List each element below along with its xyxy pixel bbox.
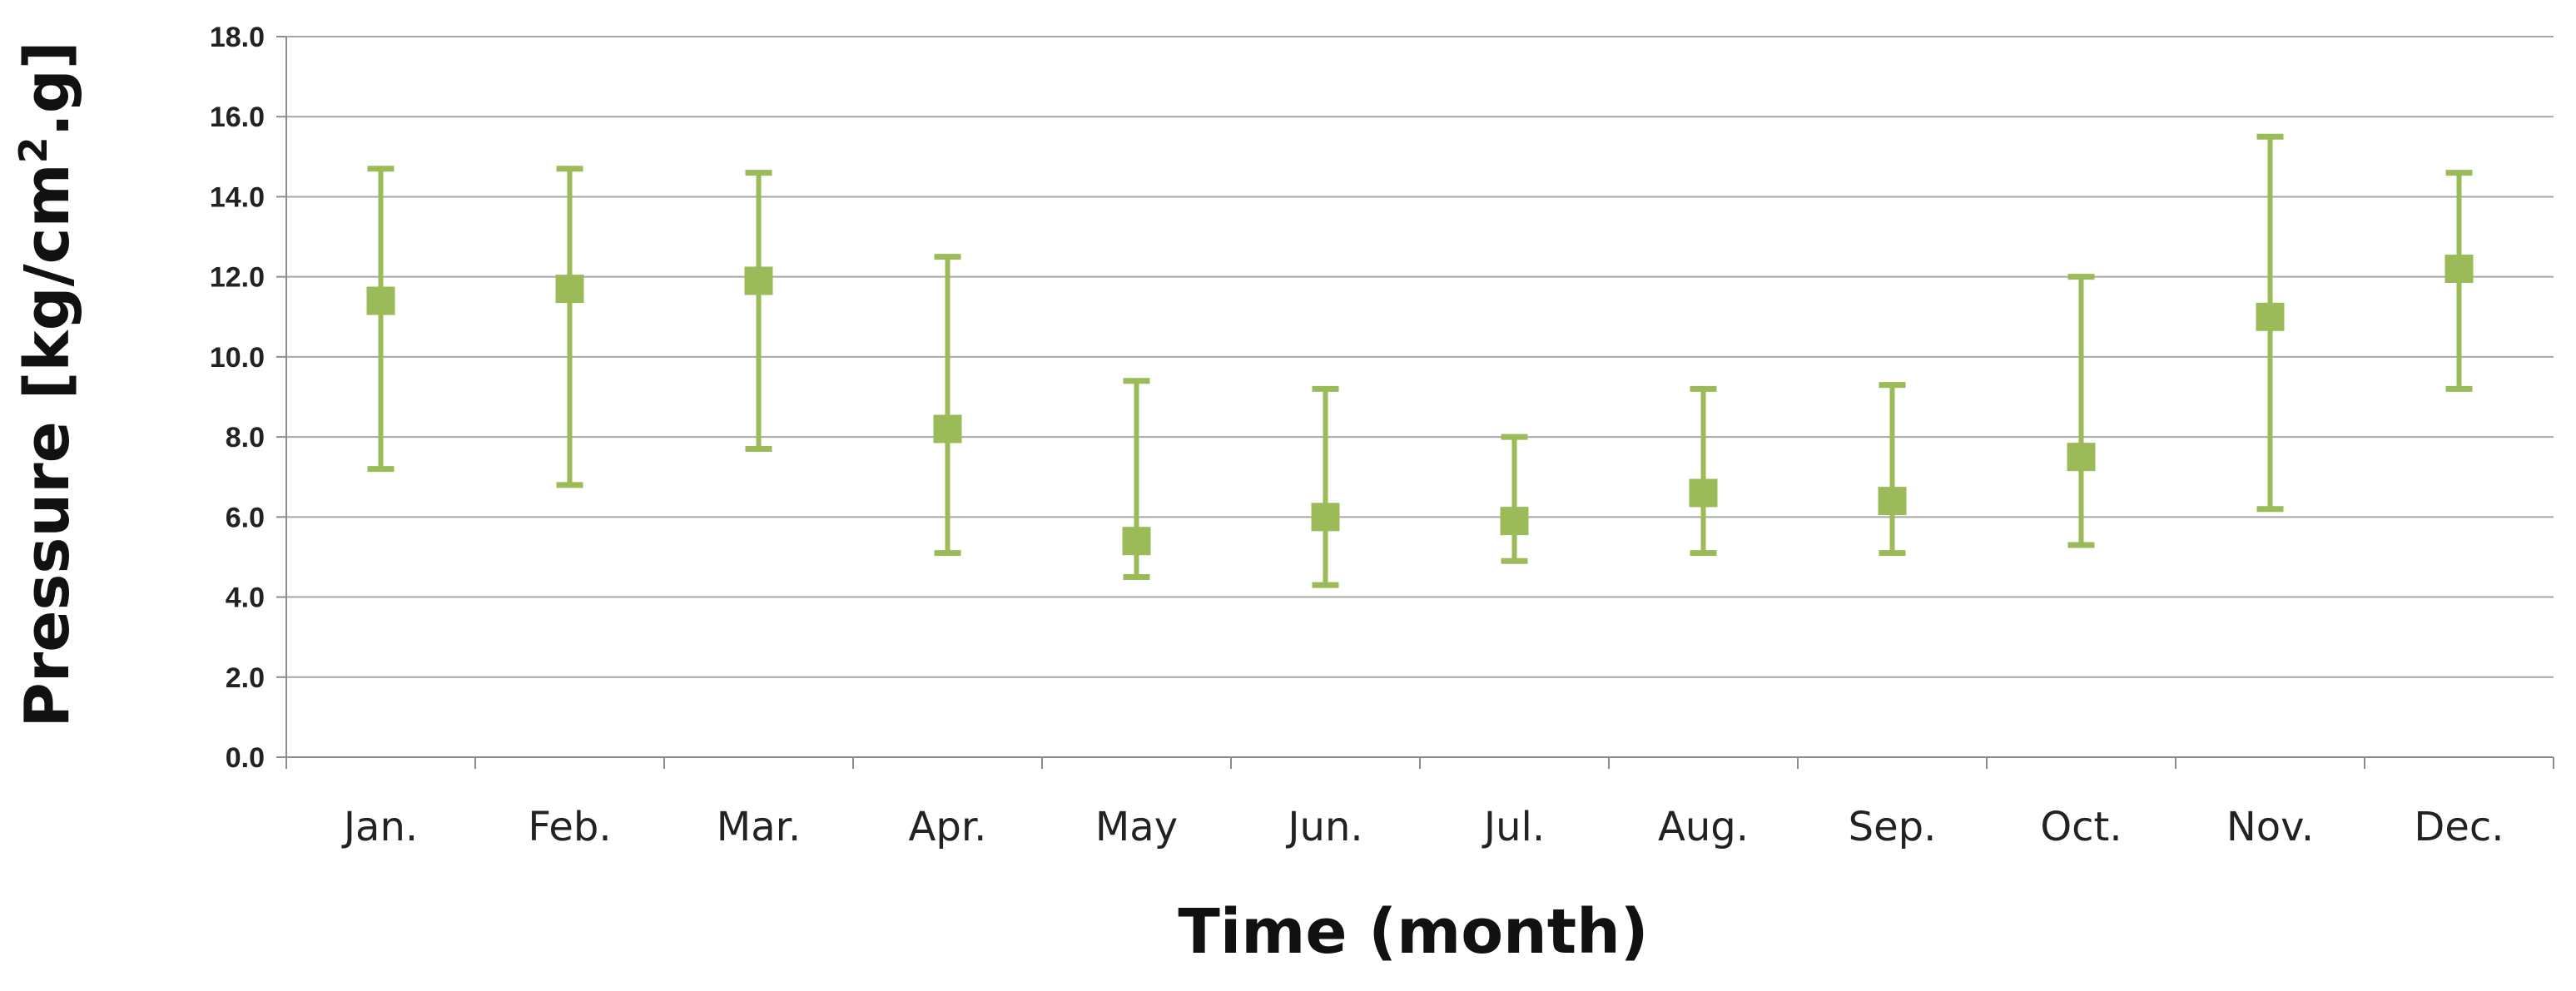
data-point [933, 414, 962, 443]
data-point [555, 275, 584, 304]
y-axis-title-tail: .g] [12, 41, 83, 136]
x-tick-label: Mar. [717, 804, 801, 850]
y-axis-title-main: Pressure [kg/cm [12, 163, 83, 727]
gridlines [286, 36, 2554, 678]
x-tick-label: Apr. [909, 804, 987, 850]
data-point [1878, 487, 1907, 516]
data-point [1500, 507, 1529, 536]
y-tick-label: 12.0 [210, 262, 265, 294]
y-tick-label: 10.0 [210, 342, 265, 374]
data-point [366, 286, 395, 315]
y-tick-label: 14.0 [210, 181, 265, 213]
y-tick-label: 18.0 [210, 22, 265, 53]
x-tick-label: Jun. [1285, 804, 1362, 850]
data-point [1689, 478, 1718, 508]
x-tick-label: Nov. [2226, 804, 2314, 850]
x-tick-label: Sep. [1849, 804, 1937, 850]
x-axis-title: Time (month) [1178, 896, 1648, 968]
y-tick-label: 16.0 [210, 102, 265, 133]
y-tick-label: 0.0 [226, 742, 265, 774]
y-tick-label: 2.0 [226, 662, 265, 694]
data-point [2256, 302, 2285, 331]
data-point [2067, 443, 2096, 472]
axes [276, 36, 2554, 769]
data-point [1122, 527, 1151, 556]
y-tick-labels: 0.0 2.0 4.0 6.0 8.0 10.0 12.0 14.0 16.0 18.0 [210, 22, 265, 774]
x-tick-label: Jan. [341, 804, 418, 850]
x-tick-label: Dec. [2414, 804, 2504, 850]
data-points [366, 255, 2474, 556]
y-tick-label: 8.0 [226, 422, 265, 453]
y-tick-label: 6.0 [226, 502, 265, 533]
x-tick-label: May [1095, 804, 1178, 850]
x-tick-label: Oct. [2040, 804, 2122, 850]
y-tick-label: 4.0 [226, 582, 265, 614]
x-tick-labels: Jan. Feb. Mar. Apr. May Jun. Jul. Aug. Sep. Oct. N… [341, 804, 2504, 850]
x-tick-label: Aug. [1658, 804, 1749, 850]
y-axis-title: Pressure [kg/cm2.g] [11, 41, 83, 727]
y-axis-title-superscript: 2 [11, 136, 56, 163]
data-point [2444, 255, 2474, 284]
data-point [1311, 503, 1340, 532]
data-point [744, 266, 773, 295]
x-tick-label: Jul. [1482, 804, 1545, 850]
x-tick-label: Feb. [528, 804, 611, 850]
